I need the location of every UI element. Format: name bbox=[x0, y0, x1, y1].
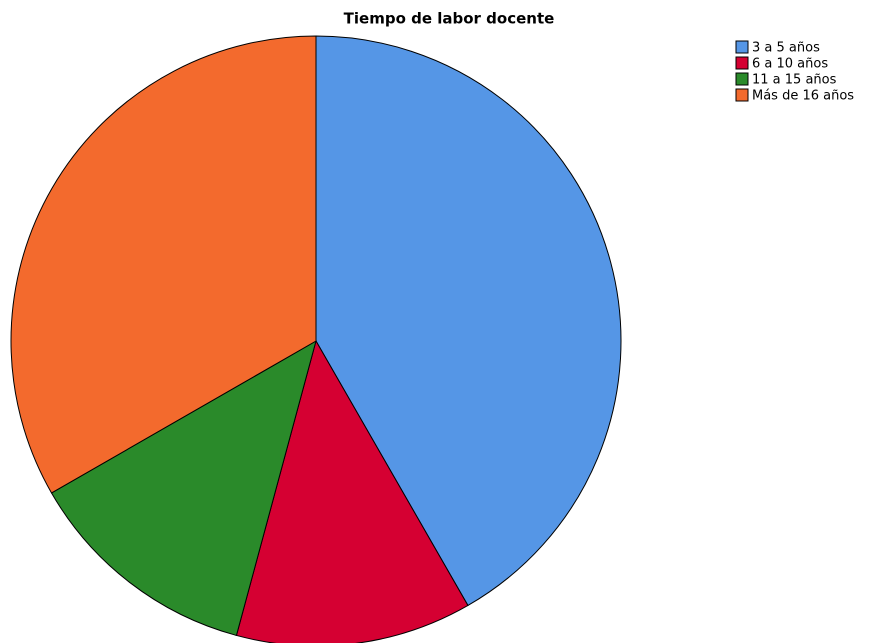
legend-label: 3 a 5 años bbox=[752, 41, 820, 56]
legend-label: 6 a 10 años bbox=[752, 57, 828, 72]
pie-slice bbox=[50, 339, 317, 637]
pie-slice bbox=[235, 339, 469, 643]
legend-label: 11 a 15 años bbox=[752, 73, 837, 88]
legend-swatch bbox=[735, 72, 749, 86]
legend-swatch bbox=[735, 56, 749, 70]
pie-slice bbox=[10, 35, 317, 494]
pie-slice bbox=[315, 35, 622, 607]
chart-title: Tiempo de labor docente bbox=[344, 10, 555, 28]
legend-swatch bbox=[735, 40, 749, 54]
legend-swatch bbox=[735, 88, 749, 102]
legend-label: Más de 16 años bbox=[752, 89, 854, 104]
